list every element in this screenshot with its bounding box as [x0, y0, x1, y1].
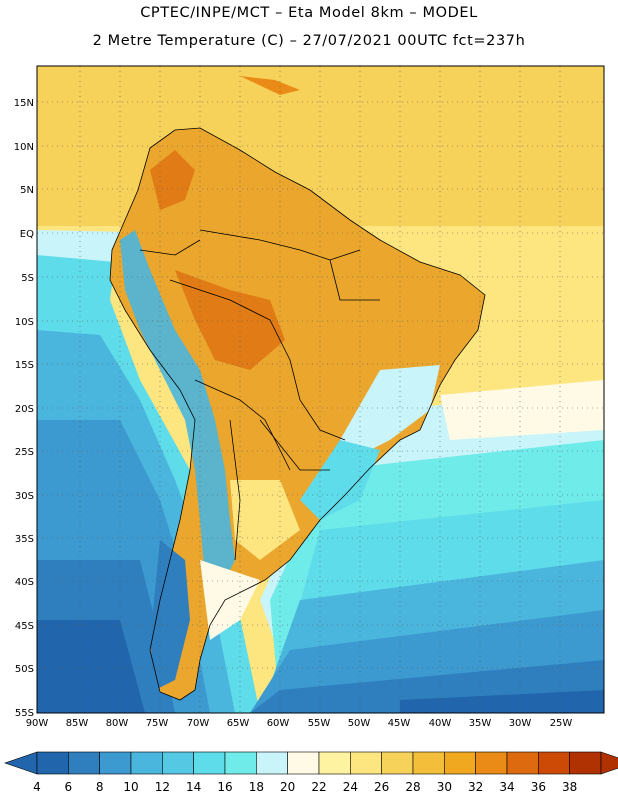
- map-field: [37, 66, 604, 713]
- colorbar-swatch: [318, 751, 351, 775]
- colorbar-swatch: [36, 751, 69, 775]
- hot-interior: [175, 270, 285, 370]
- colorbar-swatch: [193, 751, 226, 775]
- colorbar-swatch: [256, 751, 288, 775]
- colorbar-level-label: 24: [343, 780, 358, 794]
- colorbar-swatch: [130, 751, 163, 775]
- title-line-2: 2 Metre Temperature (C) – 27/07/2021 00U…: [92, 33, 526, 49]
- colorbar-level-label: 20: [280, 780, 295, 794]
- colorbar-swatch: [538, 751, 570, 775]
- lat-label: 10S: [15, 317, 34, 328]
- colorbar-level-label: 12: [155, 780, 170, 794]
- lon-label: 70W: [187, 718, 210, 729]
- colorbar-swatch: [475, 751, 508, 775]
- lat-label: 10N: [14, 142, 34, 153]
- lat-label: EQ: [20, 229, 34, 240]
- lon-label: 75W: [146, 718, 169, 729]
- lat-label: 20S: [15, 404, 34, 415]
- colorbar-level-label: 32: [468, 780, 483, 794]
- lon-label: 90W: [26, 718, 49, 729]
- lon-label: 35W: [469, 718, 492, 729]
- lon-label: 80W: [106, 718, 129, 729]
- colorbar-level-label: 38: [562, 780, 577, 794]
- lat-label: 55S: [15, 708, 34, 719]
- lat-label: 40S: [15, 577, 34, 588]
- colorbar-level-label: 8: [96, 780, 104, 794]
- colorbar-level-label: 10: [123, 780, 138, 794]
- colorbar-level-label: 30: [437, 780, 452, 794]
- colorbar-level-label: 18: [249, 780, 264, 794]
- colorbar-level-label: 6: [65, 780, 73, 794]
- colorbar-level-label: 22: [311, 780, 326, 794]
- colorbar-level-label: 28: [405, 780, 420, 794]
- colorbar-swatch: [412, 751, 445, 775]
- title-line-1: CPTEC/INPE/MCT – Eta Model 8km – MODEL: [140, 5, 478, 21]
- colorbar-swatch: [569, 751, 602, 775]
- lat-label: 15N: [14, 98, 34, 109]
- lat-label: 35S: [15, 534, 34, 545]
- lat-label: 30S: [15, 491, 34, 502]
- lat-label: 45S: [15, 621, 34, 632]
- lat-label: 5S: [21, 273, 34, 284]
- lon-label: 40W: [429, 718, 452, 729]
- lon-label: 25W: [550, 718, 573, 729]
- lon-label: 30W: [509, 718, 532, 729]
- map-border: [36, 65, 605, 714]
- colorbar-level-label: 16: [217, 780, 232, 794]
- lon-label: 65W: [227, 718, 250, 729]
- lat-label: 25S: [15, 447, 34, 458]
- lat-label: 5N: [20, 185, 34, 196]
- lon-label: 60W: [267, 718, 290, 729]
- colorbar-under-arrow: [4, 751, 38, 775]
- colorbar-level-label: 26: [374, 780, 389, 794]
- colorbar-swatch: [99, 751, 132, 775]
- colorbar-swatch: [350, 751, 382, 775]
- colorbar: 4 6 8 10 12 14 16 18 20 22 24 26 28 30 32 34 36 38: [4, 751, 618, 794]
- lon-label: 85W: [66, 718, 89, 729]
- colorbar-swatch: [162, 751, 194, 775]
- colorbar-swatch: [287, 751, 320, 775]
- colorbar-swatch: [381, 751, 414, 775]
- colorbar-level-label: 14: [186, 780, 201, 794]
- colorbar-level-label: 4: [33, 780, 41, 794]
- longitude-axis: 90W 85W 80W 75W 70W 65W 60W 55W 50W 45W …: [26, 718, 573, 729]
- colorbar-level-label: 36: [531, 780, 546, 794]
- lon-label: 50W: [348, 718, 371, 729]
- colorbar-level-label: 34: [499, 780, 514, 794]
- lat-label: 50S: [15, 664, 34, 675]
- colorbar-over-arrow: [600, 751, 618, 775]
- colorbar-swatch: [444, 751, 476, 775]
- lon-label: 55W: [308, 718, 331, 729]
- lat-label: 15S: [15, 360, 34, 371]
- lon-label: 45W: [388, 718, 411, 729]
- colorbar-swatch: [506, 751, 539, 775]
- colorbar-swatch: [68, 751, 100, 775]
- colorbar-swatch: [224, 751, 257, 775]
- latitude-axis: 15N 10N 5N EQ 5S 10S 15S 20S 25S 30S 35S…: [14, 98, 34, 719]
